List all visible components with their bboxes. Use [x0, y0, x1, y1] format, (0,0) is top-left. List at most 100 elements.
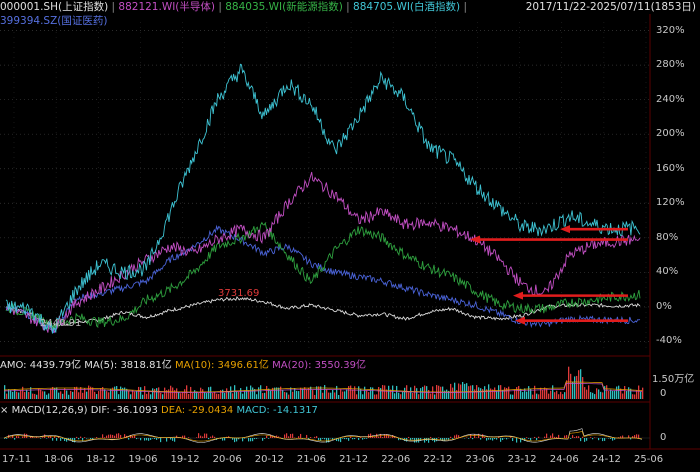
- volume-bar: [66, 390, 68, 399]
- volume-bar: [586, 389, 588, 399]
- volume-bar: [164, 387, 166, 399]
- volume-bar: [26, 389, 28, 399]
- volume-bar: [166, 390, 168, 399]
- legend-sh[interactable]: 000001.SH(上证指数): [0, 1, 109, 13]
- macd-bar: [516, 438, 518, 443]
- volume-bar: [418, 394, 420, 399]
- volume-bar: [56, 387, 58, 399]
- volume-bar: [478, 387, 480, 399]
- macd-bar: [156, 438, 158, 440]
- volume-bar: [320, 386, 322, 399]
- macd-bar: [454, 435, 456, 438]
- macd-bar: [502, 438, 504, 441]
- macd-bar: [56, 438, 58, 441]
- volume-bar: [42, 391, 44, 399]
- macd-bar: [380, 433, 382, 438]
- volume-bar: [80, 387, 82, 399]
- volume-bar: [520, 388, 522, 399]
- volume-bar: [628, 387, 630, 399]
- macd-bar: [628, 435, 630, 438]
- volume-bar: [160, 392, 162, 399]
- macd-bar: [290, 433, 292, 438]
- y-tick-label: 120%: [656, 197, 685, 209]
- volume-bar: [456, 390, 458, 399]
- macd-bar: [42, 437, 44, 438]
- macd-bar: [592, 438, 594, 440]
- volume-bar: [468, 386, 470, 399]
- volume-bar: [624, 386, 626, 399]
- macd-bar: [210, 436, 212, 438]
- macd-bar: [410, 438, 412, 441]
- volume-bar: [530, 388, 532, 399]
- macd-bar: [132, 435, 134, 438]
- volume-bar: [4, 385, 6, 399]
- macd-bar: [486, 438, 488, 441]
- volume-bar: [250, 385, 252, 399]
- macd-bar: [54, 436, 56, 438]
- x-tick-label: 21-06: [296, 454, 326, 465]
- macd-bar: [48, 435, 50, 438]
- date-range[interactable]: 2017/11/22-2025/07/11(1853日): [525, 1, 696, 13]
- volume-bar: [402, 391, 404, 399]
- macd-bar: [158, 438, 160, 439]
- volume-bar: [32, 393, 34, 399]
- volume-bar: [218, 393, 220, 399]
- volume-bar: [356, 394, 358, 399]
- volume-bar: [228, 391, 230, 399]
- volume-bar: [454, 382, 456, 399]
- legend-new-energy[interactable]: 884035.WI(新能源指数): [225, 1, 343, 13]
- macd-bar: [370, 433, 372, 438]
- volume-bar: [272, 387, 274, 399]
- trough-annotation: 2440.91: [40, 318, 82, 329]
- legend-pharma[interactable]: 399394.SZ(国证医药): [0, 14, 107, 28]
- macd-bar: [602, 438, 604, 442]
- volume-bar: [484, 386, 486, 399]
- macd-bar: [506, 438, 508, 440]
- macd-bar: [90, 438, 92, 440]
- volume-bar: [168, 389, 170, 399]
- volume-bar: [16, 391, 18, 399]
- volume-bar: [630, 388, 632, 399]
- macd-bar: [184, 435, 186, 438]
- legend-semiconductor[interactable]: 882121.WI(半导体): [118, 1, 215, 13]
- macd-bar: [62, 438, 64, 439]
- volume-bar: [52, 386, 54, 399]
- volume-bar: [90, 386, 92, 399]
- volume-bar: [82, 392, 84, 399]
- macd-bar: [140, 438, 142, 441]
- volume-bar: [576, 375, 578, 399]
- macd-bar: [120, 434, 122, 438]
- volume-bar: [562, 394, 564, 399]
- volume-bar: [288, 394, 290, 399]
- volume-bar: [96, 394, 98, 399]
- volume-bar: [318, 386, 320, 399]
- macd-bar: [450, 436, 452, 438]
- volume-bar: [224, 392, 226, 399]
- macd-bar: [598, 438, 600, 441]
- volume-bar: [592, 392, 594, 399]
- macd-bar: [228, 436, 230, 438]
- volume-bar: [480, 388, 482, 399]
- volume-bar: [354, 386, 356, 399]
- macd-bar: [326, 438, 328, 443]
- legend-liquor[interactable]: 884705.WI(白酒指数): [353, 1, 461, 13]
- volume-bar: [152, 388, 154, 399]
- volume-bar: [54, 387, 56, 399]
- macd-bar: [160, 438, 162, 443]
- macd-bar: [236, 438, 238, 442]
- macd-bar: [442, 438, 444, 441]
- volume-bar: [308, 387, 310, 399]
- volume-bar: [290, 387, 292, 399]
- volume-bar: [636, 390, 638, 399]
- macd-bar: [590, 437, 592, 438]
- volume-bar: [578, 370, 580, 399]
- volume-bar: [68, 394, 70, 399]
- macd-bar: [552, 433, 554, 438]
- macd-bar: [476, 437, 478, 438]
- volume-bar: [64, 388, 66, 399]
- volume-bar: [210, 386, 212, 399]
- macd-bar: [280, 437, 282, 438]
- volume-bar: [554, 392, 556, 399]
- macd-bar: [352, 438, 354, 440]
